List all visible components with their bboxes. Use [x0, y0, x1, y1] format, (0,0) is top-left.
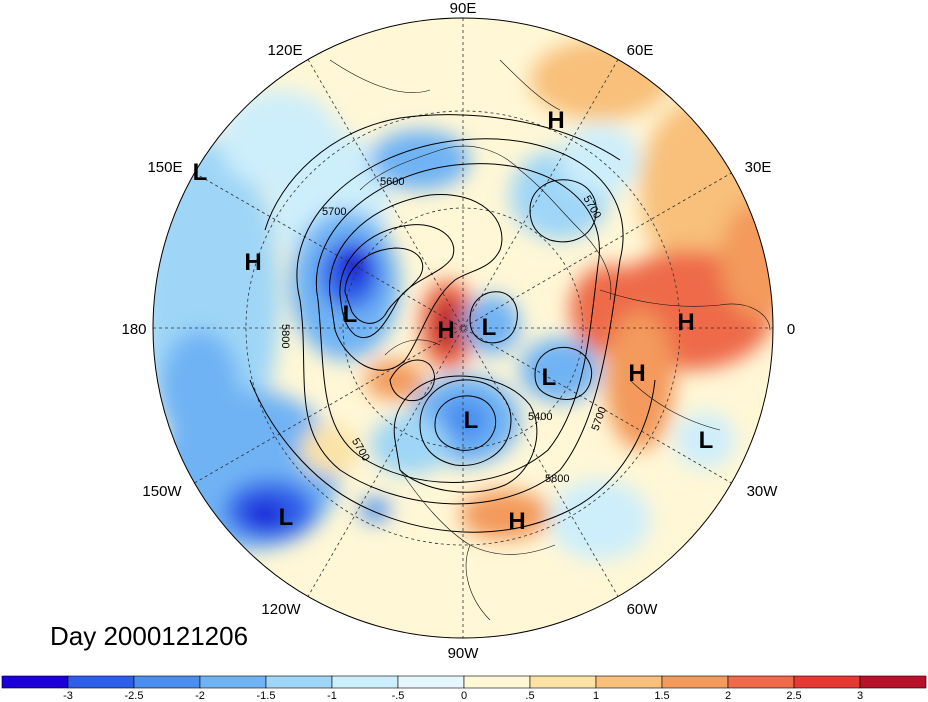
lon-label-30w: 30W [747, 483, 779, 500]
coastlines [329, 59, 771, 621]
colorbar-tick-label: 2.5 [786, 690, 801, 702]
low-center-atlantic: L [699, 427, 714, 454]
colorbar-tick-label: -.5 [392, 690, 405, 702]
lon-label-60w: 60W [627, 601, 659, 618]
lon-label-150w: 150W [142, 483, 182, 500]
lon-label-90e: 90E [450, 0, 477, 17]
lon-label-150e: 150E [147, 159, 182, 176]
contour-label: 5700 [322, 206, 346, 218]
contour-label: 5400 [528, 411, 552, 423]
colorbar: -3 -2.5 -2 -1.5 -1 -.5 0 .5 1 1.5 2 2.5 3 [1, 675, 927, 702]
colorbar-tick-label: .5 [525, 690, 534, 702]
colorbar-tick-label: -1.5 [257, 690, 276, 702]
low-center-arctic: L [482, 314, 497, 341]
longitude-labels: 90E 120E 60E 150E 30E 180 0 150W 30W 120… [121, 0, 795, 662]
colorbar-swatch [793, 675, 861, 689]
lon-label-0: 0 [787, 321, 795, 338]
lon-label-30e: 30E [745, 159, 772, 176]
low-center-150e: L [193, 159, 208, 186]
contour-label: 5800 [545, 473, 569, 485]
colorbar-tick-label: -2 [195, 690, 205, 702]
colorbar-swatch [727, 675, 795, 689]
low-center-bering: L [343, 301, 358, 328]
colorbar-tick-label: -3 [63, 690, 73, 702]
map-title: Day 2000121206 [50, 621, 248, 651]
colorbar-swatch [661, 675, 729, 689]
colorbar-swatch [331, 675, 399, 689]
colorbar-swatch [67, 675, 135, 689]
lon-label-90w: 90W [448, 645, 480, 662]
pressure-centers: H L H L H L L L H H L L H [193, 107, 714, 535]
anomaly-field [153, 18, 773, 638]
colorbar-swatch [463, 675, 531, 689]
high-center-pacific: H [244, 249, 261, 276]
colorbar-swatch [1, 675, 69, 689]
colorbar-tick-label: 1.5 [654, 690, 669, 702]
high-center-europe: H [677, 309, 694, 336]
colorbar-tick-label: 3 [857, 690, 863, 702]
colorbar-swatch [595, 675, 663, 689]
colorbar-tick-label: 1 [593, 690, 599, 702]
contour-label: 5800 [279, 324, 291, 348]
colorbar-swatch [859, 675, 927, 689]
high-center-arctic: H [437, 317, 454, 344]
colorbar-swatch [529, 675, 597, 689]
contour-label: 5600 [380, 176, 404, 188]
colorbar-swatch [397, 675, 465, 689]
colorbar-tick-label: -1 [327, 690, 337, 702]
contour-labels: 5600 5700 5800 5400 5700 5800 5700 5700 [279, 176, 609, 485]
low-center-hudson: L [464, 407, 479, 434]
lon-label-180: 180 [121, 321, 146, 338]
map-border [152, 17, 774, 639]
high-center-siberia: H [547, 107, 564, 134]
height-contours [249, 114, 656, 533]
high-center-atlantic: H [628, 360, 645, 387]
low-center-greenland: L [542, 364, 557, 391]
colorbar-tick-label: 2 [725, 690, 731, 702]
lon-label-60e: 60E [627, 42, 654, 59]
colorbar-tick-label: -2.5 [125, 690, 144, 702]
colorbar-swatch [265, 675, 333, 689]
lon-label-120w: 120W [261, 601, 301, 618]
high-center-caribbean: H [508, 508, 525, 535]
lon-label-120e: 120E [267, 42, 302, 59]
colorbar-tick-label: 0 [461, 690, 467, 702]
low-center-eastern-pacific: L [279, 504, 294, 531]
colorbar-swatch [133, 675, 201, 689]
colorbar-swatch [199, 675, 267, 689]
